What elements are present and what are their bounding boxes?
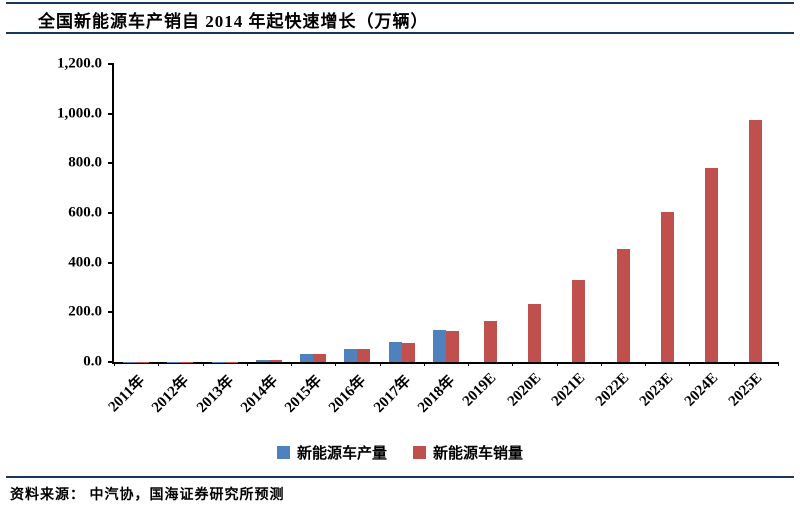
y-tick-label: 0.0 — [83, 353, 102, 370]
bar-sales-2021E — [572, 280, 586, 362]
legend-item-production: 新能源车产量 — [276, 442, 387, 463]
bar-group-2025E — [734, 64, 778, 362]
y-tick-label: 1,200.0 — [57, 55, 102, 72]
bar-sales-2018年 — [445, 330, 459, 362]
legend-item-sales: 新能源车销量 — [413, 442, 523, 463]
x-tick-mark — [246, 362, 248, 366]
x-tick-mark — [379, 362, 381, 366]
y-tick-label: 1,000.0 — [57, 105, 102, 122]
bar-sales-2023E — [660, 211, 674, 362]
bar-group-2016年 — [335, 64, 379, 362]
bar-production-2015年 — [300, 353, 314, 362]
y-tick-mark — [108, 311, 114, 314]
bar-group-2023E — [645, 64, 689, 362]
x-tick-mark — [114, 362, 115, 366]
bar-group-2020E — [512, 64, 556, 362]
bars-container — [114, 64, 778, 362]
x-tick-mark — [335, 362, 337, 366]
bar-group-2013年 — [203, 64, 247, 362]
bar-group-2021E — [557, 64, 601, 362]
y-tick-label: 800.0 — [68, 154, 102, 171]
bar-sales-2024E — [705, 168, 719, 362]
bar-sales-2020E — [528, 303, 542, 362]
x-tick-mark — [512, 362, 514, 366]
x-tick-mark — [291, 362, 293, 366]
y-tick-mark — [108, 63, 114, 65]
y-tick-label: 400.0 — [68, 254, 102, 271]
x-tick-mark — [468, 362, 470, 366]
bar-sales-2015年 — [313, 353, 327, 362]
source-divider — [6, 476, 794, 478]
bar-group-2014年 — [247, 64, 291, 362]
x-tick-mark — [556, 362, 558, 366]
bar-production-2016年 — [344, 349, 358, 362]
x-tick-mark — [600, 362, 602, 366]
x-tick-mark — [689, 362, 691, 366]
bar-sales-2017年 — [401, 342, 415, 362]
x-tick-mark — [733, 362, 735, 366]
legend: 新能源车产量 新能源车销量 — [0, 442, 800, 463]
y-tick-mark — [108, 261, 114, 264]
x-tick-mark — [645, 362, 647, 366]
bar-production-2017年 — [388, 342, 402, 362]
x-tick-mark — [778, 362, 779, 366]
y-tick-mark — [108, 212, 114, 214]
legend-label: 新能源车销量 — [433, 446, 524, 462]
y-tick-mark — [108, 112, 114, 115]
legend-label: 新能源车产量 — [296, 446, 387, 462]
y-tick-mark — [108, 162, 114, 165]
y-tick-mark — [108, 361, 114, 363]
y-tick-label: 200.0 — [68, 303, 102, 320]
bar-group-2012年 — [158, 64, 202, 362]
bar-sales-2019E — [483, 321, 497, 362]
bar-sales-2014年 — [268, 360, 282, 362]
x-tick-mark — [202, 362, 204, 366]
y-tick-label: 600.0 — [68, 204, 102, 221]
legend-swatch-production — [276, 446, 290, 459]
bar-group-2017年 — [380, 64, 424, 362]
title-divider — [6, 32, 794, 34]
bar-production-2018年 — [432, 330, 446, 362]
x-tick-mark — [423, 362, 425, 366]
bar-group-2011年 — [114, 64, 158, 362]
top-divider — [6, 2, 794, 4]
bar-sales-2025E — [749, 119, 763, 362]
legend-swatch-sales — [413, 446, 426, 459]
bar-group-2018年 — [424, 64, 468, 362]
x-tick-mark — [158, 362, 160, 366]
bar-group-2015年 — [291, 64, 335, 362]
bar-sales-2016年 — [357, 349, 371, 362]
bar-sales-2022E — [616, 249, 630, 362]
plot-area: 0.0 200.0 400.0 600.0 800.0 1,000.0 1,200.0 — [57, 56, 779, 370]
bar-group-2024E — [689, 64, 733, 362]
source-note: 资料来源： 中汽协，国海证券研究所预测 — [10, 488, 285, 503]
bar-group-2022E — [601, 64, 645, 362]
bar-production-2014年 — [255, 360, 269, 362]
bar-group-2019E — [468, 64, 512, 362]
chart-title: 全国新能源车产销自 2014 年起快速增长（万辆） — [38, 12, 429, 31]
x-axis-labels: 2011年 2012年 2013年 2014年 2015年 2016年 2017年 2018年… — [106, 370, 776, 432]
